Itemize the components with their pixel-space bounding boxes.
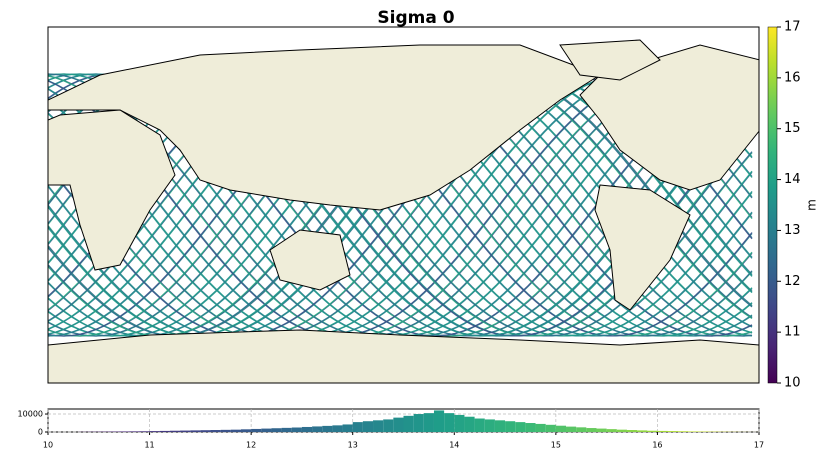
histogram-bar xyxy=(210,430,221,432)
greenland xyxy=(559,39,661,81)
histogram-bar xyxy=(373,420,384,432)
histogram-bar xyxy=(230,429,241,432)
colorbar-tick-label: 13 xyxy=(784,223,801,238)
histogram-bar xyxy=(505,421,516,432)
histogram-bar xyxy=(586,428,597,432)
north-america xyxy=(579,44,759,191)
histogram-bar xyxy=(433,410,445,432)
histogram-bar xyxy=(687,431,699,432)
y-tick-label: 10000 xyxy=(18,410,43,419)
histogram-bar xyxy=(566,426,577,432)
colorbar-tick-label: 16 xyxy=(784,70,801,85)
x-tick-label: 11 xyxy=(144,441,154,450)
histogram-bar xyxy=(332,425,343,432)
colorbar-tick-label: 10 xyxy=(784,376,801,391)
histogram-bar xyxy=(677,431,688,432)
histogram-bar xyxy=(342,424,353,432)
histogram-bar xyxy=(180,430,191,432)
colorbar-tick-label: 12 xyxy=(784,274,801,289)
histogram-bar xyxy=(200,430,211,432)
histogram-bar xyxy=(159,430,170,432)
histogram-bar xyxy=(616,429,627,432)
histogram-bar xyxy=(657,430,668,432)
histogram-bar xyxy=(637,430,648,432)
colorbar-tick-label: 17 xyxy=(784,20,801,35)
x-tick-label: 14 xyxy=(449,441,459,450)
histogram-bar xyxy=(626,430,638,432)
x-tick-label: 15 xyxy=(551,441,561,450)
histogram-bar xyxy=(271,428,282,432)
histogram-bar xyxy=(464,416,475,432)
histogram-bar xyxy=(515,422,526,432)
colorbar-tick-label: 15 xyxy=(784,121,801,136)
histogram-bar xyxy=(240,429,252,432)
histogram-bar xyxy=(494,420,506,432)
histogram-bar xyxy=(301,426,313,432)
histogram-bar xyxy=(352,422,363,432)
histogram-bar xyxy=(362,421,374,432)
histogram-bar xyxy=(444,413,455,432)
x-tick-label: 12 xyxy=(246,441,256,450)
histogram-bar xyxy=(322,425,333,432)
histogram-bar xyxy=(119,431,130,432)
histogram-bar xyxy=(535,423,546,432)
colorbar-tick-label: 14 xyxy=(784,172,801,187)
histogram-bar xyxy=(139,431,150,432)
x-tick-label: 17 xyxy=(754,441,764,450)
colorbar xyxy=(767,26,778,384)
africa xyxy=(48,109,176,271)
histogram-bar xyxy=(413,414,424,432)
antarctica xyxy=(48,329,759,383)
eurasia xyxy=(48,44,602,211)
histogram-bar xyxy=(484,419,495,432)
histogram-bar xyxy=(576,427,587,432)
colorbar-label: m xyxy=(805,199,819,211)
histogram-bar xyxy=(220,429,231,432)
histogram-bar xyxy=(251,428,262,432)
x-tick-label: 13 xyxy=(348,441,358,450)
y-tick-label: 0 xyxy=(38,428,43,437)
histogram-bar xyxy=(393,417,404,432)
histogram-bar xyxy=(383,419,394,432)
histogram-bar xyxy=(129,431,140,432)
histogram-bar xyxy=(525,423,536,432)
map-frame xyxy=(47,26,760,384)
histogram-bar xyxy=(596,428,607,432)
histogram-bar xyxy=(423,413,434,432)
histogram-bar xyxy=(291,427,302,432)
histogram-bar xyxy=(647,430,658,432)
histogram-bar xyxy=(281,427,292,432)
histogram-bar xyxy=(454,414,465,432)
histogram-bar xyxy=(667,431,678,432)
histogram-bar xyxy=(312,426,323,432)
land xyxy=(48,39,759,383)
australia xyxy=(269,229,351,291)
histogram-bar xyxy=(190,430,201,432)
x-tick-label: 16 xyxy=(652,441,662,450)
histogram-bar xyxy=(545,424,556,432)
histogram-bar xyxy=(474,418,485,432)
south-america xyxy=(594,184,691,311)
x-tick-label: 10 xyxy=(43,441,53,450)
histogram-bar xyxy=(261,428,272,432)
histogram-bar xyxy=(606,429,617,432)
histogram-bar xyxy=(555,425,567,432)
histogram-bar xyxy=(169,430,181,432)
histogram-bar xyxy=(149,431,160,432)
histogram-bar xyxy=(403,415,414,432)
colorbar-tick-label: 11 xyxy=(784,325,801,340)
map-title: Sigma 0 xyxy=(377,8,454,28)
